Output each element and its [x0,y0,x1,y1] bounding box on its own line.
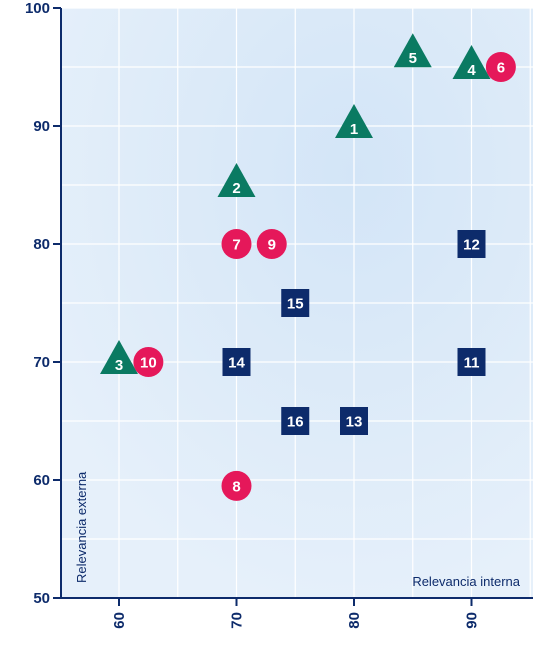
marker-label: 10 [140,355,157,372]
square-shape [281,289,310,317]
y-tick-label: 70 [33,354,50,371]
x-tick-label: 90 [464,612,481,629]
y-tick-label: 90 [33,118,50,135]
circle-shape [221,229,252,259]
square-shape [340,407,368,435]
y-tick-label: 80 [33,236,50,253]
circle-marker-10: 10 [133,347,164,377]
circle-shape [221,470,252,501]
marker-label: 3 [115,357,123,374]
square-shape [281,407,310,435]
triangle-shape [452,45,491,79]
triangle-shape [100,340,138,374]
y-tick-label: 60 [33,472,50,489]
x-tick-label: 60 [111,612,128,629]
marker-label: 16 [287,414,304,431]
square-marker-12: 12 [457,230,486,258]
triangle-shape [393,33,432,68]
circle-shape [485,52,516,82]
square-marker-15: 15 [281,289,310,317]
y-axis-title: Relevancia externa [74,471,89,583]
circle-marker-6: 6 [485,52,516,82]
circle-marker-9: 9 [256,229,287,259]
square-shape [457,230,486,258]
triangle-marker-3: 3 [100,340,138,374]
triangle-marker-2: 2 [217,163,256,197]
y-tick-label: 50 [33,590,50,607]
y-tick-label: 100 [25,0,50,17]
marker-label: 9 [268,237,276,254]
marker-label: 14 [228,355,245,372]
marker-label: 11 [464,355,480,372]
circle-shape [133,347,164,377]
triangle-shape [217,163,256,197]
x-tick-label: 80 [346,612,363,629]
square-marker-13: 13 [340,407,368,435]
triangle-marker-1: 1 [335,104,373,138]
y-tick-labels: 50 60 70 80 90 100 [25,0,50,607]
x-axis-title: Relevancia interna [412,574,520,589]
triangle-marker-5: 5 [393,33,432,68]
marker-label: 7 [232,237,240,254]
marker-label: 4 [467,62,476,79]
circle-marker-7: 7 [221,229,252,259]
square-marker-11: 11 [457,348,486,376]
circle-marker-8: 8 [221,470,252,501]
triangle-marker-4: 4 [452,45,491,79]
square-marker-16: 16 [281,407,310,435]
marker-label: 13 [346,414,363,431]
axes [53,7,533,606]
square-shape [457,348,486,376]
marker-label: 2 [232,180,240,197]
x-tick-labels: 60 70 80 90 [111,612,481,629]
x-tick-label: 70 [229,612,246,629]
square-marker-14: 14 [222,348,251,376]
marker-label: 6 [497,60,505,77]
marker-label: 12 [463,237,480,254]
marker-label: 15 [287,296,304,313]
circle-shape [256,229,287,259]
marker-label: 1 [350,121,358,138]
marker-label: 5 [409,50,417,67]
marker-label: 8 [232,478,240,495]
triangle-shape [335,104,373,138]
square-shape [222,348,251,376]
